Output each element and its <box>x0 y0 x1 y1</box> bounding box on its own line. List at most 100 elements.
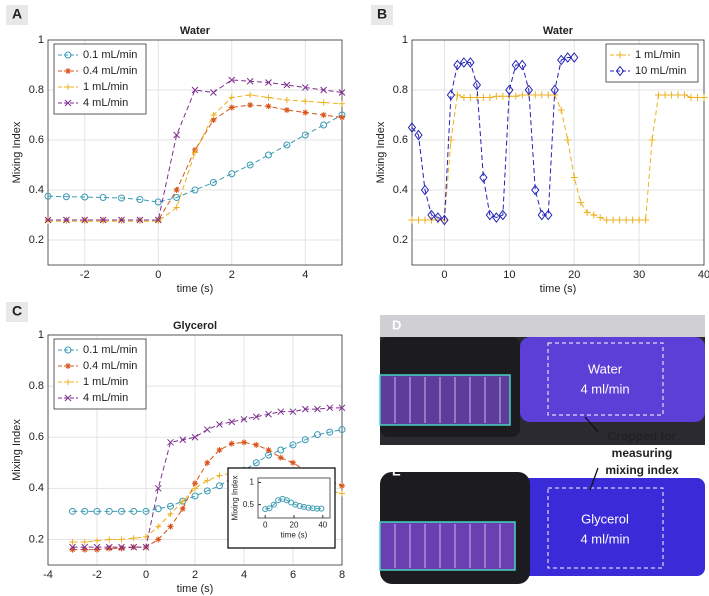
data-point <box>130 543 138 551</box>
data-point <box>407 122 417 133</box>
data-point <box>265 103 272 110</box>
data-point <box>44 216 52 224</box>
data-point <box>191 433 199 441</box>
data-point <box>173 204 180 211</box>
data-point <box>62 193 70 201</box>
data-point <box>564 136 572 144</box>
data-point <box>557 54 566 66</box>
x-axis-label: time (s) <box>281 531 308 540</box>
data-point <box>192 149 198 156</box>
data-point <box>314 505 321 512</box>
data-point <box>655 91 663 99</box>
x-tick-label: 6 <box>290 569 296 581</box>
data-point <box>118 218 125 225</box>
data-point <box>142 543 150 551</box>
data-point <box>283 141 291 149</box>
x-axis-label: time (s) <box>177 583 214 595</box>
data-point <box>296 503 303 509</box>
chart-title: Water <box>543 25 574 37</box>
data-point <box>339 114 345 121</box>
data-point <box>173 131 180 139</box>
data-point <box>210 117 217 123</box>
photo-bg <box>380 315 705 337</box>
series-line <box>72 429 343 512</box>
data-point <box>81 218 88 225</box>
x-tick-label: 10 <box>503 269 515 281</box>
crop-strip <box>379 521 516 571</box>
data-point <box>130 507 138 515</box>
data-point <box>518 91 526 99</box>
panel-label: D <box>392 317 401 332</box>
legend-label: 10 mL/min <box>635 65 686 77</box>
x-tick-label: 0 <box>155 269 161 281</box>
data-point <box>94 546 100 553</box>
y-tick-label: 0.2 <box>29 533 44 545</box>
data-point <box>204 459 211 466</box>
panel-label: B <box>377 6 387 22</box>
channel <box>520 478 705 576</box>
data-point <box>241 439 247 446</box>
data-point <box>262 506 269 513</box>
data-point <box>427 209 436 221</box>
data-point <box>265 94 272 101</box>
data-point <box>479 172 488 183</box>
data-point <box>492 92 500 100</box>
panel-label: E <box>392 463 401 478</box>
data-point <box>63 218 70 225</box>
data-point <box>590 211 598 219</box>
y-tick-label: 1 <box>38 329 44 341</box>
data-point <box>499 92 507 100</box>
data-point <box>228 94 235 101</box>
legend-marker <box>65 84 71 90</box>
data-point <box>99 216 107 224</box>
data-point <box>216 482 223 490</box>
data-point <box>453 59 462 71</box>
data-point <box>492 212 501 223</box>
data-point <box>93 507 101 515</box>
data-point <box>538 91 546 99</box>
data-point <box>155 536 162 543</box>
data-point <box>69 507 76 515</box>
series-line <box>48 94 343 222</box>
data-point <box>603 216 611 224</box>
series-line <box>47 114 343 203</box>
data-point <box>537 209 546 221</box>
data-point <box>687 94 695 101</box>
chart-title: Glycerol <box>173 320 217 332</box>
data-point <box>414 129 423 141</box>
y-tick-label: 0.6 <box>29 431 44 443</box>
legend-marker <box>615 65 625 77</box>
data-point <box>486 94 494 101</box>
photo-d: D Water 4 ml/min <box>379 315 705 445</box>
data-point <box>191 186 199 194</box>
data-point <box>314 405 321 413</box>
data-point <box>44 192 52 200</box>
data-point <box>167 502 174 510</box>
x-tick-label: -2 <box>80 269 90 281</box>
data-point <box>609 216 617 224</box>
panel-label-bg <box>6 302 28 322</box>
photo-text: 4 ml/min <box>580 381 629 396</box>
data-point <box>283 107 290 113</box>
legend-marker <box>64 51 72 59</box>
data-point <box>694 94 702 101</box>
data-point <box>228 440 235 447</box>
y-tick-label: 0.8 <box>29 380 44 392</box>
data-point <box>154 198 162 206</box>
y-tick-label: 0.4 <box>29 184 44 196</box>
x-tick-label: 40 <box>318 520 327 529</box>
data-point <box>338 89 346 96</box>
data-point <box>700 94 708 101</box>
data-point <box>69 539 76 545</box>
data-point <box>203 426 211 433</box>
x-tick-label: 30 <box>633 269 645 281</box>
data-point <box>289 441 297 449</box>
data-point <box>512 92 520 100</box>
data-point <box>246 161 254 169</box>
data-point <box>210 89 217 96</box>
data-point <box>191 492 199 500</box>
plot-area <box>258 478 330 518</box>
data-point <box>505 84 514 96</box>
legend-label: 0.4 mL/min <box>83 65 137 77</box>
data-point <box>674 91 682 99</box>
